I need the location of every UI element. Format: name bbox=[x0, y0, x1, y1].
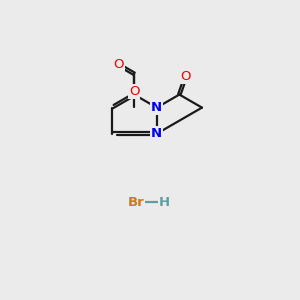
Text: N: N bbox=[151, 101, 162, 114]
Text: H: H bbox=[159, 196, 170, 209]
Text: Br: Br bbox=[128, 196, 145, 209]
Text: O: O bbox=[129, 85, 140, 98]
Text: O: O bbox=[113, 58, 124, 71]
Text: N: N bbox=[151, 127, 162, 140]
Text: O: O bbox=[180, 70, 191, 83]
